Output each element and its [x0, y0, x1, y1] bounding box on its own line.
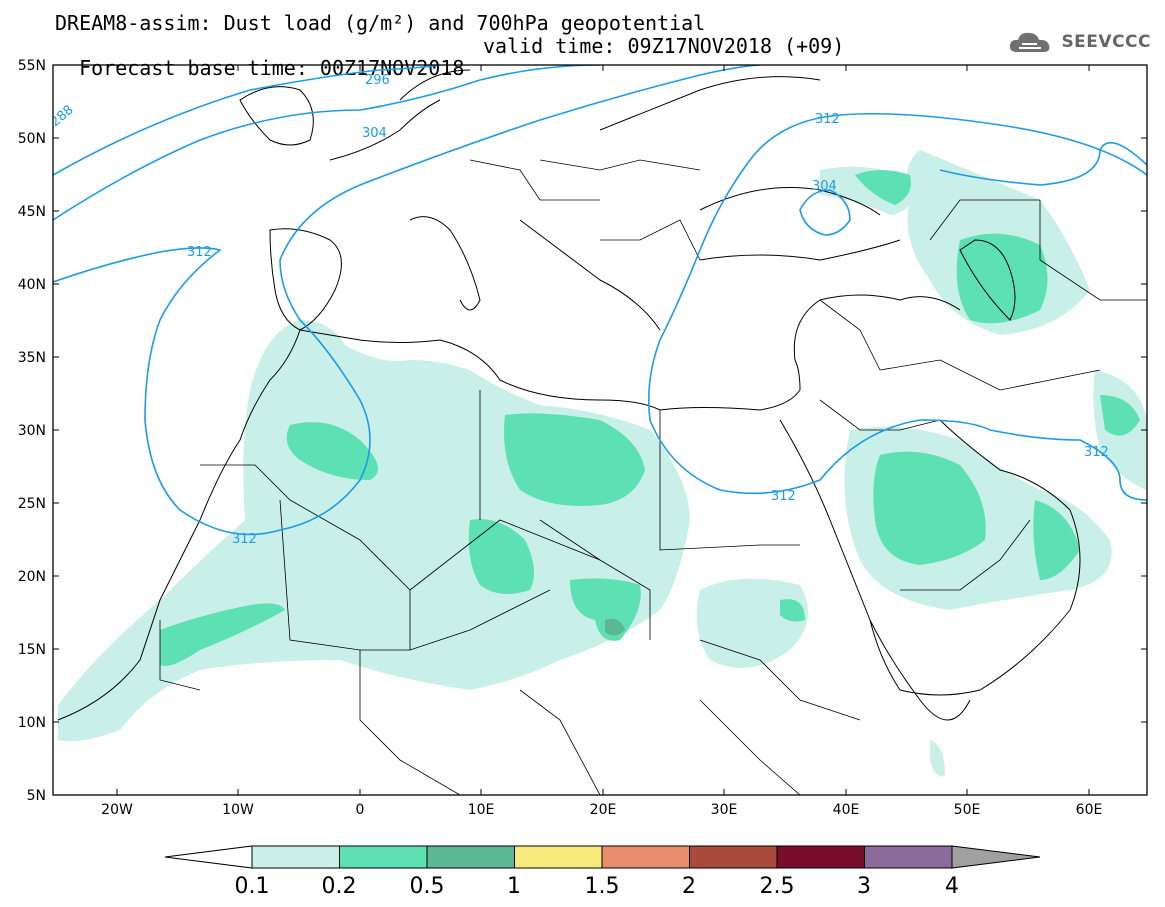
lat-label: 55N — [18, 58, 46, 74]
lat-label: 40N — [18, 277, 46, 293]
lat-label: 5N — [27, 788, 46, 804]
base-time-label: Forecast base time: 00Z17NOV2018 — [79, 56, 465, 80]
contour-label: 304 — [362, 126, 387, 141]
contour-label: 312 — [187, 245, 212, 260]
map-layers: 296 304 312 312 312 312 304 312 288 — [48, 65, 1147, 795]
colorbar-box — [426, 845, 515, 869]
colorbar-box — [251, 845, 340, 869]
lat-label: 15N — [18, 642, 46, 658]
colorbar-box — [601, 845, 690, 869]
lon-label: 20E — [590, 802, 617, 818]
colorbar-label: 3 — [857, 874, 871, 899]
lat-label: 25N — [18, 496, 46, 512]
lon-label: 10W — [222, 802, 254, 818]
dust-field-mid — [160, 170, 1140, 666]
contour-label: 296 — [365, 73, 390, 88]
dust-field-high — [605, 618, 625, 636]
lat-label: 20N — [18, 569, 46, 585]
contour-label: 312 — [771, 489, 796, 504]
lat-label: 10N — [18, 715, 46, 731]
lat-ticks — [53, 64, 1147, 796]
seevccc-logo: SEEVCCC — [1007, 28, 1151, 56]
colorbar-label: 4 — [945, 874, 959, 899]
colorbar-box — [689, 845, 778, 869]
contour-label: 312 — [232, 532, 257, 547]
colorbar-box — [514, 845, 603, 869]
lon-label: 50E — [954, 802, 981, 818]
contour-label: 312 — [815, 112, 840, 127]
valid-time-label: valid time: 09Z17NOV2018 (+09) — [483, 34, 845, 58]
lon-label: 20W — [101, 802, 133, 818]
colorbar-label: 2 — [682, 874, 696, 899]
colorbar-under-arrow — [164, 845, 253, 869]
map-subtitle: Forecast base time: 00Z17NOV2018 valid t… — [55, 35, 844, 101]
colorbar-box — [339, 845, 428, 869]
contour-label: 288 — [48, 103, 77, 130]
contour-labels: 296 304 312 312 312 312 304 312 288 — [48, 73, 1109, 547]
lat-label: 30N — [18, 423, 46, 439]
lat-label: 45N — [18, 204, 46, 220]
lon-label: 60E — [1076, 802, 1103, 818]
colorbar: 0.1 0.2 0.5 1 1.5 2 2.5 3 4 — [164, 845, 1041, 899]
colorbar-label: 0.1 — [235, 874, 270, 899]
colorbar-label: 1 — [507, 874, 521, 899]
contour-label: 312 — [1084, 445, 1109, 460]
coastlines — [57, 69, 1081, 721]
lon-label: 40E — [833, 802, 860, 818]
colorbar-labels: 0.1 0.2 0.5 1 1.5 2 2.5 3 4 — [235, 874, 960, 899]
colorbar-box — [776, 845, 865, 869]
lat-label: 50N — [18, 131, 46, 147]
geopotential-contours — [53, 65, 1147, 536]
map-title: DREAM8-assim: Dust load (g/m²) and 700hP… — [55, 11, 706, 35]
country-borders — [159, 159, 1147, 795]
lon-label: 30E — [711, 802, 738, 818]
lon-label: 0 — [356, 802, 365, 818]
colorbar-label: 0.5 — [410, 874, 445, 899]
lon-ticks — [116, 65, 1090, 795]
lon-labels: 20W 10W 0 10E 20E 30E 40E 50E 60E — [101, 802, 1102, 818]
colorbar-label: 2.5 — [760, 874, 795, 899]
lat-labels: 55N 50N 45N 40N 35N 30N 25N 20N 15N 10N … — [18, 58, 46, 804]
colorbar-box — [864, 845, 953, 869]
colorbar-label: 0.2 — [322, 874, 357, 899]
colorbar-over-arrow — [951, 845, 1041, 869]
colorbar-label: 1.5 — [585, 874, 620, 899]
logo-text: SEEVCCC — [1061, 32, 1151, 52]
lat-label: 35N — [18, 350, 46, 366]
cloud-icon — [1010, 32, 1050, 52]
contour-label: 304 — [812, 179, 837, 194]
lon-label: 10E — [468, 802, 495, 818]
